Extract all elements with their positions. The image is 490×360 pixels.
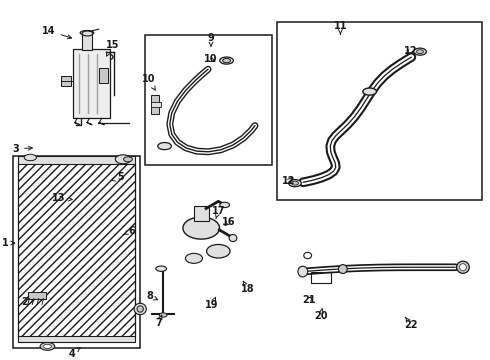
Ellipse shape (289, 180, 301, 187)
Ellipse shape (137, 306, 144, 312)
Bar (18, 336, 135, 342)
Text: 22: 22 (404, 317, 418, 330)
Bar (99, 68, 108, 83)
Ellipse shape (304, 252, 312, 259)
Text: 8: 8 (147, 292, 158, 301)
Ellipse shape (298, 266, 308, 277)
Ellipse shape (363, 88, 376, 95)
Ellipse shape (220, 57, 233, 64)
Text: 20: 20 (314, 308, 328, 321)
Text: 9: 9 (208, 33, 214, 46)
Bar (18, 163, 135, 337)
Ellipse shape (40, 342, 55, 350)
Text: 11: 11 (334, 21, 347, 34)
Bar (28, 292, 47, 299)
Ellipse shape (123, 157, 132, 162)
Bar (74, 49, 110, 118)
Text: 18: 18 (241, 281, 254, 294)
Ellipse shape (82, 31, 93, 36)
Text: 13: 13 (52, 193, 72, 203)
Ellipse shape (207, 244, 230, 258)
Ellipse shape (460, 264, 466, 271)
Text: 14: 14 (42, 26, 72, 39)
Bar (277, 22, 482, 200)
Bar (18, 157, 135, 163)
Ellipse shape (339, 265, 347, 274)
Ellipse shape (220, 202, 229, 208)
Ellipse shape (229, 234, 237, 242)
Text: 10: 10 (204, 54, 218, 64)
Ellipse shape (80, 31, 94, 35)
Ellipse shape (134, 303, 147, 315)
Bar (151, 102, 161, 107)
Ellipse shape (185, 253, 202, 264)
Ellipse shape (183, 217, 220, 239)
Text: 6: 6 (123, 226, 135, 235)
Bar (194, 206, 209, 221)
Bar (145, 35, 272, 165)
Bar (13, 156, 140, 348)
Bar (151, 95, 159, 114)
Text: 5: 5 (111, 172, 124, 182)
Text: 4: 4 (69, 347, 80, 359)
Text: 16: 16 (222, 217, 236, 227)
Bar (61, 76, 71, 86)
Ellipse shape (115, 155, 131, 164)
Ellipse shape (223, 58, 230, 63)
Bar (82, 34, 92, 50)
Text: 2: 2 (21, 297, 34, 307)
Text: 15: 15 (106, 40, 119, 56)
Ellipse shape (457, 261, 469, 273)
Text: 12: 12 (404, 46, 418, 55)
Text: 19: 19 (205, 297, 219, 310)
Text: 10: 10 (142, 74, 155, 90)
Ellipse shape (414, 48, 426, 55)
Ellipse shape (292, 181, 298, 185)
Text: 12: 12 (282, 176, 296, 186)
Text: 7: 7 (155, 315, 162, 328)
Ellipse shape (24, 154, 36, 161)
Text: 3: 3 (12, 144, 32, 154)
Ellipse shape (159, 313, 167, 317)
Bar (311, 272, 331, 283)
Text: 21: 21 (302, 295, 316, 305)
Ellipse shape (156, 266, 167, 271)
Text: 1: 1 (1, 238, 15, 248)
Ellipse shape (416, 50, 423, 54)
Ellipse shape (158, 143, 172, 150)
Ellipse shape (44, 344, 51, 348)
Text: 17: 17 (212, 206, 225, 219)
